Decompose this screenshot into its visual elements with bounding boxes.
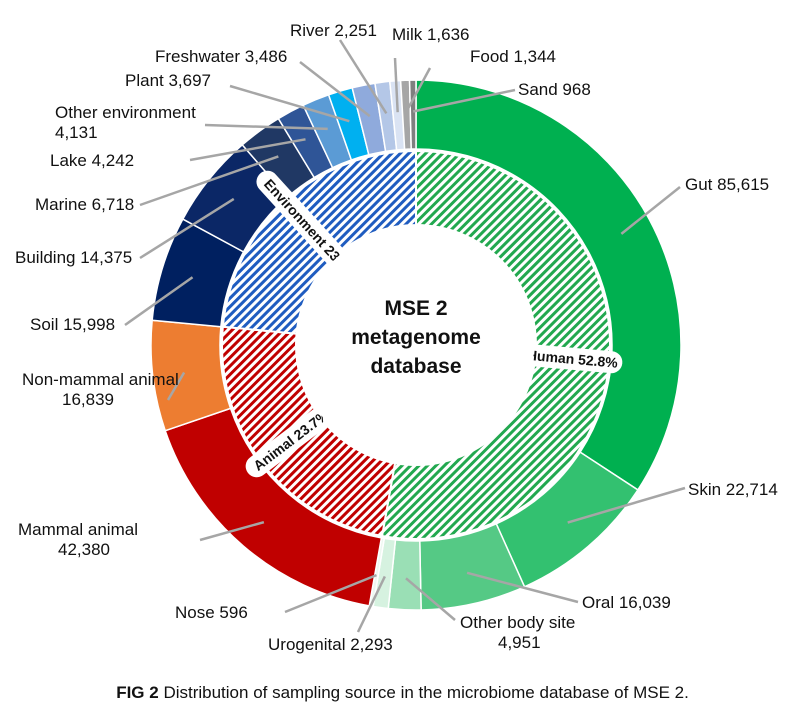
label-plant: Plant 3,697: [125, 71, 211, 90]
label-other-body-site: Other body site 4,951: [460, 613, 575, 652]
figure-caption: FIG 2 Distribution of sampling source in…: [0, 683, 805, 703]
leader-other-environment: [204, 123, 328, 131]
label-freshwater: Freshwater 3,486: [155, 47, 287, 66]
leader-oral: [466, 571, 579, 604]
outer-slice-sand: [408, 79, 417, 150]
leader-lines: [124, 39, 686, 633]
outer-slice-gut: [415, 79, 682, 491]
label-nose: Nose 596: [175, 603, 248, 622]
label-food: Food 1,344: [470, 47, 556, 66]
leader-milk: [393, 57, 399, 113]
label-oral: Oral 16,039: [582, 593, 671, 612]
leader-marine: [139, 155, 279, 207]
label-sand: Sand 968: [518, 80, 591, 99]
inner-label-human: Human 52.8%: [522, 344, 623, 374]
center-title-line: MSE 2: [384, 297, 447, 320]
center-title-line: database: [370, 355, 461, 378]
label-other-environment: Other environment 4,131: [55, 103, 196, 142]
label-gut: Gut 85,615: [685, 175, 769, 194]
leader-other-body-site: [405, 577, 456, 621]
caption-text: Distribution of sampling source in the m…: [163, 683, 689, 702]
label-building: Building 14,375: [15, 248, 132, 267]
outer-ring-labels: Gut 85,615 Skin 22,714 Oral 16,039 Other bo…: [15, 21, 778, 654]
outer-ring: [150, 79, 682, 611]
leader-freshwater: [299, 61, 371, 118]
leader-plant: [229, 84, 350, 123]
center-title-line: metagenome: [351, 326, 481, 349]
inner-slice-human: [380, 149, 611, 540]
leader-gut: [620, 186, 681, 235]
leader-soil: [124, 276, 194, 327]
leader-food: [405, 67, 432, 113]
leader-river: [338, 39, 388, 115]
label-lake: Lake 4,242: [50, 151, 134, 170]
leader-urogenital: [356, 575, 386, 633]
leader-building: [139, 197, 235, 260]
leader-mammal-animal: [199, 520, 265, 542]
label-river: River 2,251: [290, 21, 377, 40]
leader-skin: [567, 486, 686, 524]
sunburst-chart: Human 52.8%Animal 23.7%Environment 23.5%…: [15, 21, 778, 654]
leader-non-mammal-animal: [166, 371, 186, 401]
label-milk: Milk 1,636: [392, 25, 469, 44]
center-title: MSE 2 metagenome database: [298, 227, 534, 463]
center-hole: [298, 227, 534, 463]
label-non-mammal-animal: Non-mammal animal 16,839: [22, 370, 179, 409]
leader-lake: [189, 138, 306, 162]
label-soil: Soil 15,998: [30, 315, 115, 334]
figure-number: FIG 2: [116, 683, 159, 702]
leader-sand: [412, 88, 516, 113]
label-skin: Skin 22,714: [688, 480, 778, 499]
leader-nose: [284, 573, 377, 614]
label-urogenital: Urogenital 2,293: [268, 635, 393, 654]
label-mammal-animal: Mammal animal 42,380: [18, 520, 138, 559]
label-marine: Marine 6,718: [35, 195, 134, 214]
